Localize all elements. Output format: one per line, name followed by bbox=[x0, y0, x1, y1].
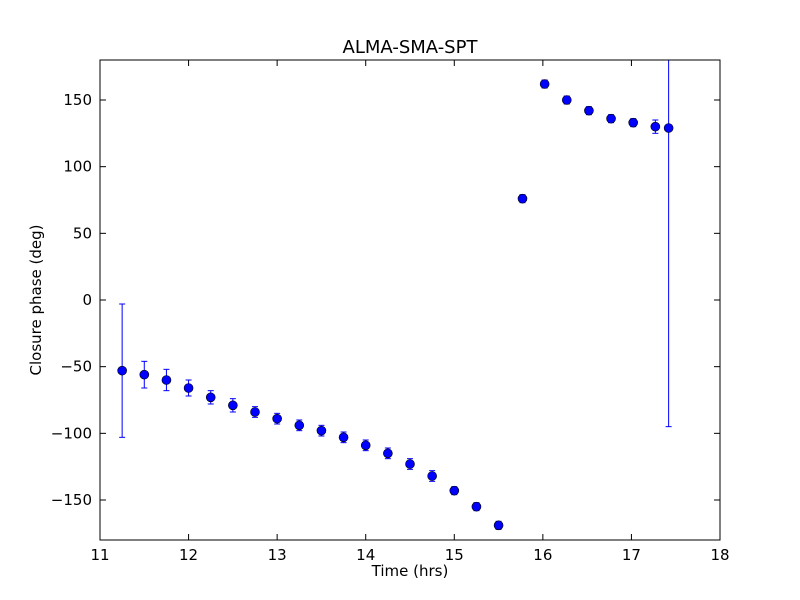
chart-title: ALMA-SMA-SPT bbox=[343, 37, 479, 58]
x-tick-label: 16 bbox=[533, 546, 552, 564]
y-tick-label: −150 bbox=[51, 491, 92, 509]
data-point bbox=[606, 113, 616, 124]
data-point bbox=[663, 123, 674, 133]
data-point bbox=[517, 193, 528, 204]
data-point bbox=[584, 105, 594, 116]
x-tick-label: 18 bbox=[710, 546, 729, 564]
y-tick-label: 150 bbox=[63, 91, 92, 109]
data-point bbox=[294, 420, 305, 431]
data-point bbox=[117, 365, 127, 376]
data-point bbox=[205, 392, 216, 403]
y-tick-label: 100 bbox=[63, 158, 92, 176]
data-point bbox=[139, 369, 150, 380]
x-axis-ticks: 11 12 13 14 15 16 17 18 bbox=[90, 60, 730, 564]
data-point bbox=[250, 407, 260, 417]
data-point bbox=[427, 471, 437, 481]
data-point bbox=[383, 448, 393, 459]
x-tick-label: 14 bbox=[356, 546, 375, 564]
x-tick-label: 17 bbox=[622, 546, 641, 564]
x-tick-label: 12 bbox=[179, 546, 198, 564]
y-axis-ticks: −150 −100 −50 0 50 100 150 bbox=[51, 91, 720, 509]
y-axis-label: Closure phase (deg) bbox=[27, 225, 45, 376]
x-tick-label: 13 bbox=[268, 546, 287, 564]
plot-area: 11 12 13 14 15 16 17 18 −150 −100 −50 0 50 100 150 bbox=[51, 59, 730, 564]
data-point bbox=[161, 375, 172, 385]
data-point bbox=[316, 425, 327, 436]
data-point bbox=[360, 440, 371, 451]
y-tick-label: −100 bbox=[51, 424, 92, 442]
y-tick-label: 50 bbox=[73, 224, 92, 242]
data-point bbox=[183, 383, 194, 393]
data-point bbox=[561, 95, 572, 105]
x-tick-label: 11 bbox=[90, 546, 109, 564]
x-tick-label: 15 bbox=[445, 546, 464, 564]
data-point bbox=[493, 520, 504, 531]
y-tick-label: 0 bbox=[82, 291, 92, 309]
data-point bbox=[539, 79, 550, 89]
data-point bbox=[338, 432, 349, 443]
data-point bbox=[650, 121, 661, 132]
data-point bbox=[228, 400, 238, 411]
data-point bbox=[471, 501, 482, 512]
data-layer bbox=[117, 60, 674, 531]
x-axis-label: Time (hrs) bbox=[371, 562, 449, 580]
y-tick-label: −50 bbox=[60, 358, 92, 376]
data-point bbox=[628, 117, 639, 128]
data-point bbox=[405, 459, 415, 469]
data-point bbox=[272, 413, 282, 424]
data-point bbox=[449, 485, 460, 496]
